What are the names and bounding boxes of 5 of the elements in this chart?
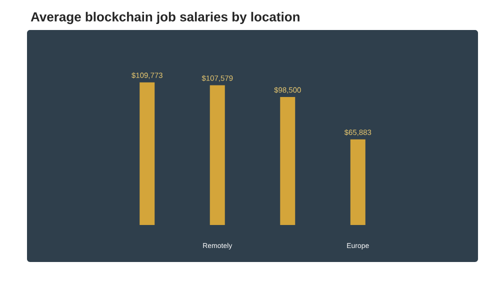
bar xyxy=(210,85,225,225)
bar xyxy=(350,139,366,225)
bar xyxy=(280,97,296,225)
chart-title: Average blockchain job salaries by location xyxy=(30,12,300,24)
bar xyxy=(140,82,155,225)
